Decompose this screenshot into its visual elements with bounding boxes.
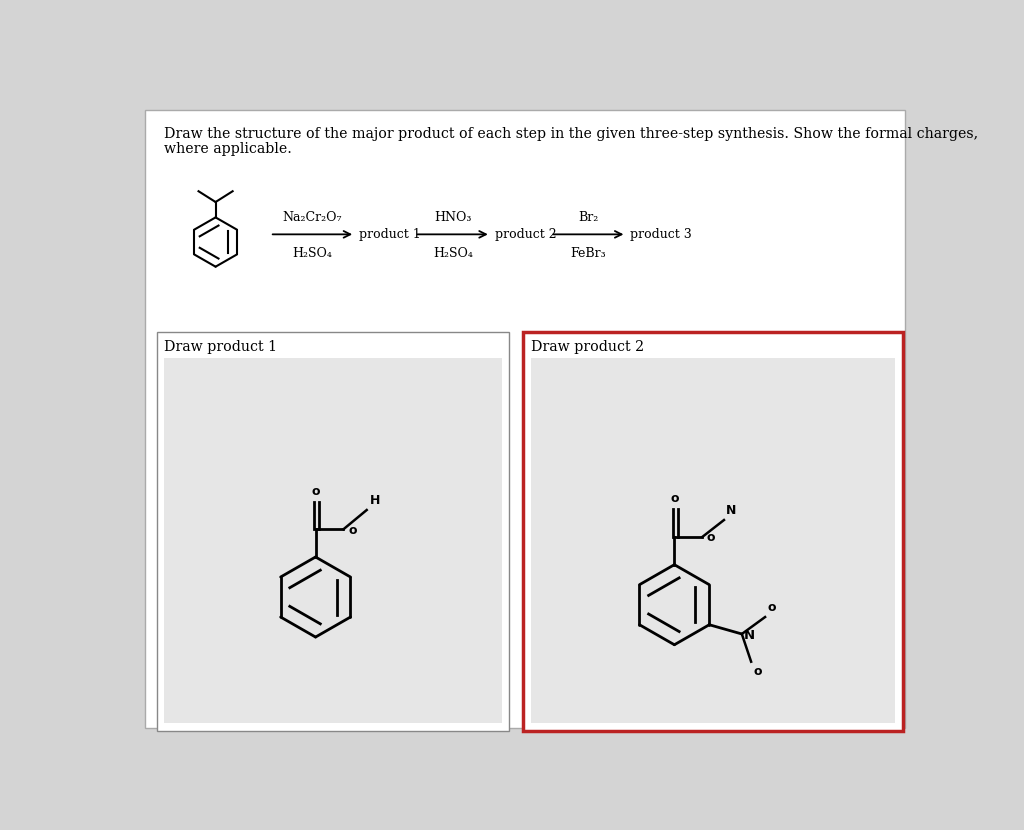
Bar (165, 359, 502, 723)
Text: Draw product 1: Draw product 1 (165, 339, 278, 354)
Text: HNO₃: HNO₃ (434, 211, 471, 223)
Text: Na₂Cr₂O₇: Na₂Cr₂O₇ (283, 211, 342, 223)
Text: FeBr₃: FeBr₃ (570, 247, 606, 260)
Text: o: o (767, 601, 776, 614)
Bar (523, 332, 903, 731)
Text: N: N (726, 504, 736, 517)
Text: o: o (670, 492, 679, 505)
Text: product 3: product 3 (630, 228, 692, 241)
Bar (157, 332, 509, 731)
Text: H₂SO₄: H₂SO₄ (433, 247, 473, 260)
Text: Br₂: Br₂ (579, 211, 598, 223)
Text: product 2: product 2 (495, 228, 556, 241)
Text: o: o (311, 485, 319, 498)
Text: where applicable.: where applicable. (164, 142, 292, 156)
Text: H: H (370, 494, 380, 507)
Text: Draw product 2: Draw product 2 (531, 339, 644, 354)
Text: o: o (348, 524, 356, 536)
Text: Draw the structure of the major product of each step in the given three-step syn: Draw the structure of the major product … (164, 127, 978, 141)
Text: o: o (707, 531, 715, 544)
Bar (531, 359, 895, 723)
Text: product 1: product 1 (359, 228, 421, 241)
Text: N: N (744, 629, 756, 642)
Text: o: o (754, 665, 762, 678)
Text: H₂SO₄: H₂SO₄ (293, 247, 333, 260)
